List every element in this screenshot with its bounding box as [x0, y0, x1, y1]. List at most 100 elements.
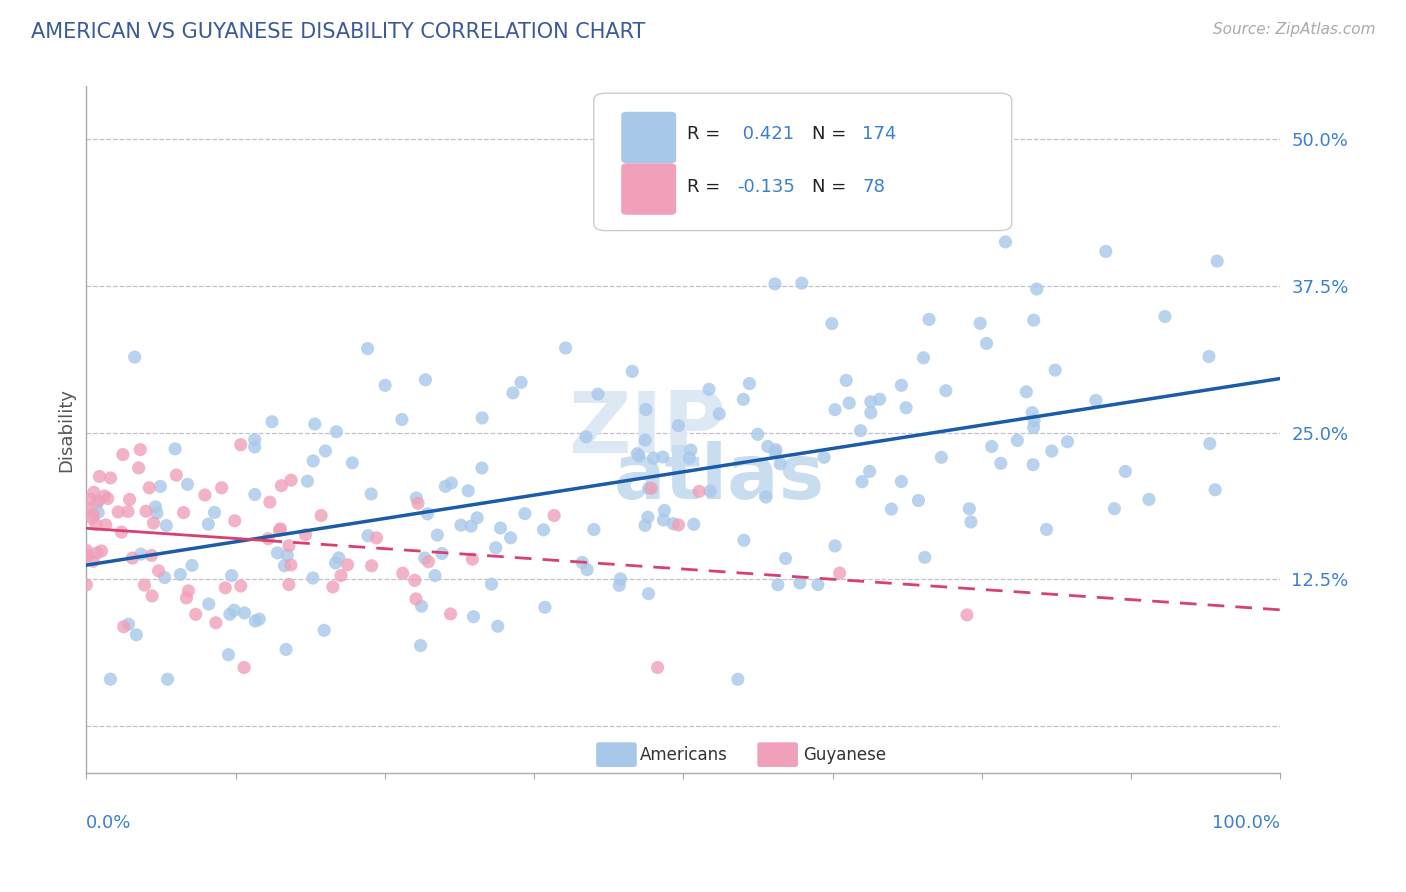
Point: [439, 607, 461, 621]
Point: [849, 424, 872, 438]
Point: [766, 578, 789, 592]
Point: [890, 378, 912, 392]
Point: [1022, 458, 1045, 472]
Point: [828, 566, 851, 580]
Point: [79, 491, 101, 506]
Point: [824, 402, 846, 417]
Point: [628, 449, 651, 463]
Point: [177, 583, 200, 598]
Point: [1040, 444, 1063, 458]
Point: [450, 518, 472, 533]
Point: [1035, 523, 1057, 537]
Point: [1094, 244, 1116, 259]
Point: [360, 558, 382, 573]
Point: [329, 568, 352, 582]
Point: [607, 578, 630, 592]
Point: [404, 574, 426, 588]
Point: [858, 464, 880, 478]
Point: [314, 624, 336, 638]
Point: [807, 577, 830, 591]
Point: [416, 507, 439, 521]
Point: [426, 528, 449, 542]
Point: [128, 461, 150, 475]
Point: [204, 505, 226, 519]
Point: [325, 425, 347, 439]
Point: [243, 487, 266, 501]
Point: [499, 531, 522, 545]
Point: [276, 548, 298, 562]
Point: [214, 581, 236, 595]
Point: [111, 448, 134, 462]
Point: [626, 447, 648, 461]
Point: [247, 612, 270, 626]
Point: [957, 501, 980, 516]
Point: [582, 523, 605, 537]
Point: [138, 481, 160, 495]
Point: [153, 571, 176, 585]
Point: [634, 518, 657, 533]
Point: [434, 479, 457, 493]
Point: [277, 577, 299, 591]
Point: [697, 382, 720, 396]
Point: [169, 567, 191, 582]
Point: [374, 378, 396, 392]
Point: [1206, 254, 1229, 268]
Point: [280, 473, 302, 487]
Point: [360, 487, 382, 501]
FancyBboxPatch shape: [621, 112, 676, 163]
Point: [148, 564, 170, 578]
Text: 0.421: 0.421: [737, 126, 794, 144]
Point: [270, 478, 292, 492]
Point: [87, 506, 110, 520]
Point: [575, 430, 598, 444]
FancyBboxPatch shape: [621, 163, 676, 215]
Point: [117, 617, 139, 632]
Point: [342, 456, 364, 470]
Point: [82, 554, 104, 568]
Point: [405, 591, 427, 606]
Point: [76, 543, 98, 558]
Point: [654, 503, 676, 517]
Point: [156, 673, 179, 687]
Point: [907, 493, 929, 508]
Point: [914, 550, 936, 565]
Point: [461, 552, 484, 566]
Point: [415, 373, 437, 387]
Point: [233, 606, 256, 620]
Point: [77, 549, 100, 563]
Point: [273, 558, 295, 573]
Text: -0.135: -0.135: [737, 178, 794, 196]
Point: [956, 607, 979, 622]
Point: [224, 514, 246, 528]
Point: [756, 440, 779, 454]
Point: [1015, 384, 1038, 399]
Point: [1043, 363, 1066, 377]
Point: [835, 374, 858, 388]
Point: [662, 516, 685, 531]
Point: [1007, 434, 1029, 448]
Point: [314, 444, 336, 458]
Point: [205, 615, 228, 630]
Point: [651, 450, 673, 464]
Point: [280, 558, 302, 572]
Point: [824, 539, 846, 553]
Point: [1198, 350, 1220, 364]
Point: [243, 433, 266, 447]
Point: [682, 517, 704, 532]
Point: [727, 673, 749, 687]
Text: N =: N =: [813, 126, 846, 144]
Point: [121, 551, 143, 566]
Point: [668, 517, 690, 532]
Point: [222, 603, 245, 617]
Point: [117, 504, 139, 518]
Point: [125, 628, 148, 642]
Point: [86, 546, 108, 560]
Text: N =: N =: [813, 178, 846, 196]
Text: R =: R =: [688, 126, 720, 144]
Point: [87, 494, 110, 508]
Point: [1204, 483, 1226, 497]
Point: [274, 642, 297, 657]
Y-axis label: Disability: Disability: [58, 388, 75, 472]
Point: [1104, 501, 1126, 516]
Point: [471, 461, 494, 475]
